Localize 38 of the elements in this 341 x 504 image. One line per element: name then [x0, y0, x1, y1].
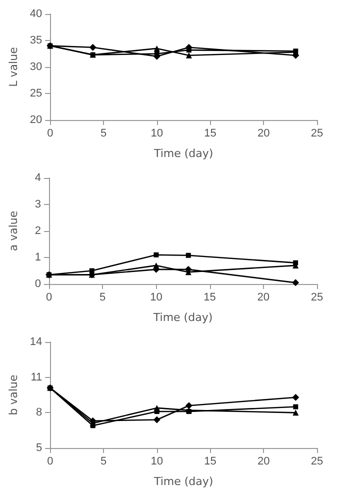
x-axis-title: Time (day): [152, 311, 213, 324]
y-axis-title: b value: [7, 374, 20, 416]
x-tick-label: 25: [310, 128, 324, 140]
x-tick-label: 10: [150, 128, 164, 140]
x-tick-label: 5: [100, 292, 106, 304]
x-tick-label: 0: [47, 456, 54, 468]
x-tick-label: 15: [204, 128, 216, 140]
y-tick-label: 20: [30, 114, 42, 126]
x-tick-label: 25: [310, 292, 324, 304]
x-tick-label: 15: [204, 456, 216, 468]
x-tick-label: 0: [47, 128, 54, 140]
y-tick-label: 11: [30, 371, 42, 384]
y-tick-label: 8: [36, 406, 42, 419]
y-tick-label: 30: [30, 61, 42, 73]
x-tick-label: 20: [257, 292, 270, 304]
y-axis-title: L value: [7, 46, 20, 87]
x-tick-label: 20: [258, 456, 270, 468]
y-tick-label: 2: [34, 225, 41, 237]
x-axis-title: Time (day): [152, 147, 214, 160]
x-tick-label: 5: [100, 128, 107, 140]
x-axis-title: Time (day): [152, 475, 214, 488]
y-tick-label: 4: [34, 172, 41, 184]
x-tick-label: 25: [310, 456, 324, 468]
y-tick-label: 0: [34, 278, 41, 290]
x-tick-label: 10: [150, 292, 162, 304]
x-tick-label: 0: [46, 292, 52, 304]
y-tick-label: 1: [34, 252, 41, 264]
x-tick-label: 20: [258, 128, 270, 140]
x-tick-label: 10: [150, 456, 164, 468]
y-tick-label: 25: [30, 88, 42, 100]
y-tick-label: 14: [30, 336, 42, 348]
y-tick-label: 3: [34, 198, 41, 210]
y-axis-title: a value: [7, 210, 20, 252]
y-tick-label: 40: [30, 8, 42, 20]
y-tick-label: 35: [30, 34, 42, 46]
x-tick-label: 5: [100, 456, 107, 468]
x-tick-label: 15: [204, 292, 216, 304]
y-tick-label: 5: [36, 442, 42, 454]
